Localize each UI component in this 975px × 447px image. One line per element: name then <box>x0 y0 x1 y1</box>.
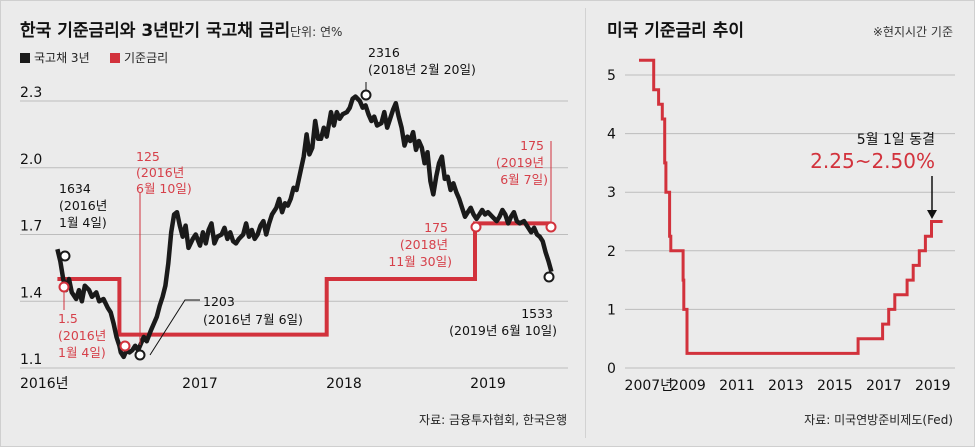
marker-bond-high <box>360 89 372 101</box>
legend-label-base-rate: 기준금리 <box>124 51 168 65</box>
left-y-tick: 1.4 <box>20 285 42 301</box>
right-y-tick: 1 <box>607 302 616 318</box>
right-y-tick: 2 <box>607 244 616 260</box>
left-x-tick: 2017 <box>182 376 218 392</box>
marker-base-cut <box>119 340 131 352</box>
right-x-tick: 2009 <box>670 378 706 394</box>
bond-yield-line <box>55 94 554 360</box>
right-y-tick: 5 <box>607 68 616 84</box>
legend-swatch-base-rate <box>110 53 120 63</box>
panel-divider <box>585 8 586 438</box>
right-y-tick: 0 <box>607 361 616 377</box>
marker-base-end <box>545 221 557 233</box>
fed-annotation-arrow-head <box>927 210 937 219</box>
annotation-125: 125 (2016년 6월 10일) <box>136 149 192 196</box>
annotation-175-2019: 175 (2019년 6월 7일) <box>496 138 548 187</box>
right-chart-title: 미국 기준금리 추이 <box>607 21 744 41</box>
right-x-tick: 2013 <box>768 378 804 394</box>
left-x-tick: 2016년 <box>20 376 69 392</box>
annotation-1533: 1533 (2019년 6월 10일) <box>449 306 557 338</box>
right-y-tick: 3 <box>607 185 616 201</box>
left-chart-unit: 단위: 연% <box>290 25 342 39</box>
annotation-2316: 2316 (2018년 2월 20일) <box>368 45 476 77</box>
left-y-tick: 1.7 <box>20 219 42 235</box>
right-x-tick: 2017 <box>866 378 902 394</box>
right-chart-unit: ※현지시간 기준 <box>873 25 953 39</box>
right-x-tick: 2019 <box>915 378 951 394</box>
marker-bond-low <box>134 349 146 361</box>
legend-swatch-bond <box>20 53 30 63</box>
right-y-tick: 4 <box>607 127 616 143</box>
annotation-1634: 1634 (2016년 1월 4일) <box>59 181 111 230</box>
legend-label-bond: 국고채 3년 <box>34 51 90 65</box>
annotation-fed-hold: 5월 1일 동결 <box>857 132 935 148</box>
left-chart: 한국 기준금리와 3년만기 국고채 금리 단위: 연% 국고채 3년 기준금리 … <box>20 21 568 427</box>
right-gridlines <box>625 74 955 369</box>
marker-bond-end <box>543 271 555 283</box>
left-chart-source: 자료: 금융투자협회, 한국은행 <box>419 412 567 427</box>
right-x-tick: 2007년 <box>625 378 674 394</box>
leader-line-1203 <box>149 299 200 356</box>
annotation-175-2018: 175 (2018년 11월 30일) <box>388 220 452 269</box>
annotation-1-5: 1.5 (2016년 1월 4일) <box>58 311 110 360</box>
left-x-tick-labels: 2016년 2017 2018 2019 <box>20 376 506 392</box>
marker-base-start <box>58 281 70 293</box>
left-y-tick: 2.0 <box>20 152 42 168</box>
right-chart-source: 자료: 미국연방준비제도(Fed) <box>804 413 953 427</box>
right-x-tick: 2011 <box>719 378 755 394</box>
annotation-1203: 1203 (2016년 7월 6일) <box>203 294 303 327</box>
annotation-fed-range: 2.25~2.50% <box>810 149 935 173</box>
left-y-tick: 1.1 <box>20 352 42 368</box>
left-chart-title: 한국 기준금리와 3년만기 국고채 금리 <box>20 21 290 41</box>
fed-rate-line <box>639 58 943 355</box>
left-y-tick: 2.3 <box>20 85 42 101</box>
base-rate-line <box>57 221 552 337</box>
left-x-tick: 2019 <box>470 376 506 392</box>
marker-bond-start <box>59 250 71 262</box>
marker-base-hike <box>470 221 482 233</box>
left-y-tick-labels: 1.1 1.4 1.7 2.0 2.3 <box>20 85 42 368</box>
left-x-tick: 2018 <box>326 376 362 392</box>
right-y-tick-labels: 0 1 2 3 4 5 <box>607 68 616 377</box>
right-x-tick: 2015 <box>817 378 853 394</box>
